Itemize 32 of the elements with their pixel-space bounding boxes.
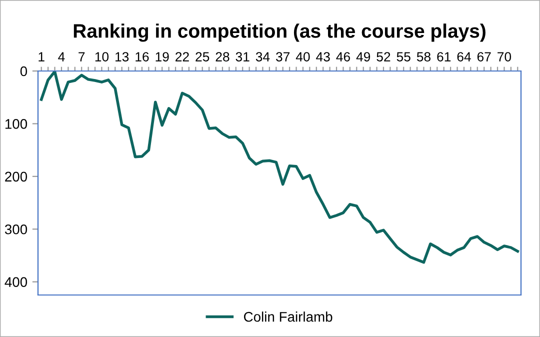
y-tick-label: 400 <box>4 277 28 287</box>
x-tick-label: 19 <box>156 52 169 62</box>
chart-title: Ranking in competition (as the course plays) <box>74 24 486 42</box>
x-tick-label: 13 <box>116 52 129 62</box>
x-tick-label: 64 <box>457 52 471 62</box>
x-tick-label: 40 <box>296 52 310 62</box>
x-tick-label: 4 <box>58 52 65 62</box>
x-tick-label: 1 <box>38 52 44 62</box>
x-tick-label: 28 <box>216 52 230 62</box>
x-tick-label: 52 <box>376 52 390 62</box>
x-tick-label: 34 <box>256 52 270 62</box>
y-tick-label: 300 <box>4 224 28 234</box>
x-tick-label: 46 <box>336 52 350 62</box>
x-tick-label: 16 <box>136 52 149 62</box>
x-tick-label: 55 <box>396 52 410 62</box>
x-tick-label: 58 <box>416 52 430 62</box>
y-tick-label: 0 <box>20 66 28 76</box>
x-tick-label: 61 <box>437 52 451 62</box>
legend-label: Colin Fairlamb <box>244 312 332 322</box>
x-tick-label: 70 <box>498 52 512 62</box>
x-tick-label: 37 <box>276 52 290 62</box>
line-series <box>40 71 520 264</box>
x-tick-label: 67 <box>477 52 491 62</box>
x-tick-label: 10 <box>95 52 109 62</box>
x-tick-label: 49 <box>356 52 370 62</box>
y-tick-label: 100 <box>5 119 28 129</box>
x-tick-label: 25 <box>196 52 210 62</box>
y-tick-label: 200 <box>5 172 28 182</box>
x-tick-label: 43 <box>316 52 330 62</box>
x-tick-label: 22 <box>176 52 189 62</box>
x-tick-label: 7 <box>78 52 85 62</box>
x-tick-label: 31 <box>236 52 250 62</box>
